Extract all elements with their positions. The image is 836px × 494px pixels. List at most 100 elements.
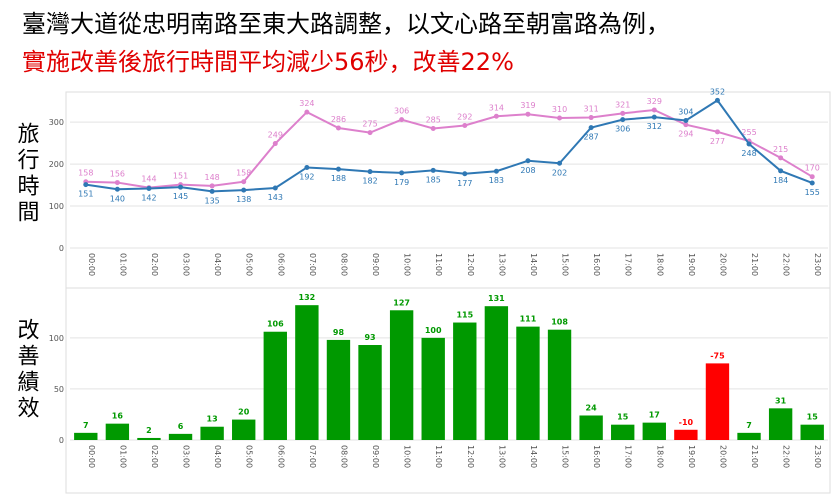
value-label: 158 (78, 169, 93, 178)
value-label: 111 (520, 315, 537, 324)
point (399, 170, 405, 176)
x-tick-label: 04:00 (213, 253, 222, 276)
x-tick-label: 02:00 (150, 445, 159, 468)
x-tick-label: 20:00 (718, 445, 727, 468)
value-label: 324 (299, 99, 314, 108)
value-label: 145 (173, 192, 188, 201)
x-tick-label: 07:00 (308, 445, 317, 468)
value-label: 2 (146, 426, 152, 435)
value-label: 329 (647, 97, 662, 106)
x-tick-label: 21:00 (750, 445, 759, 468)
x-tick-label: 17:00 (624, 445, 633, 468)
point (525, 111, 531, 117)
bar (453, 322, 477, 440)
bar (642, 422, 666, 440)
point (304, 164, 310, 170)
point (114, 186, 120, 192)
x-tick-label: 16:00 (592, 445, 601, 468)
bar (484, 306, 509, 440)
y-tick-label: 100 (49, 202, 64, 211)
value-label: 6 (178, 422, 184, 431)
value-label: 215 (773, 145, 788, 154)
panel (65, 287, 831, 494)
bar (389, 310, 414, 440)
bar (421, 337, 445, 440)
x-tick-label: 09:00 (371, 253, 380, 276)
bar (674, 429, 698, 440)
value-label: 15 (617, 413, 629, 422)
value-label: 143 (268, 193, 283, 202)
point (430, 167, 436, 173)
value-label: 20 (238, 408, 250, 417)
x-tick-label: 14:00 (529, 445, 538, 468)
x-tick-label: 10:00 (403, 253, 412, 276)
x-tick-label: 23:00 (813, 445, 822, 468)
point (588, 115, 594, 121)
value-label: 285 (426, 115, 441, 124)
point (557, 115, 563, 121)
point (462, 171, 468, 177)
x-tick-label: 03:00 (182, 445, 191, 468)
x-tick-label: 18:00 (655, 445, 664, 468)
x-tick-label: 17:00 (624, 253, 633, 276)
value-label: 314 (489, 103, 504, 112)
x-tick-label: 19:00 (687, 445, 696, 468)
bar (168, 433, 193, 440)
x-tick-label: 08:00 (339, 445, 348, 468)
value-label: 131 (488, 294, 505, 303)
y-tick-label: 0 (59, 436, 64, 445)
value-label: 184 (773, 176, 788, 185)
value-label: 115 (456, 311, 473, 320)
series-line (85, 108, 813, 189)
value-label: -75 (710, 351, 725, 360)
point (241, 187, 247, 193)
bar (358, 345, 382, 440)
x-tick-label: 23:00 (813, 253, 822, 276)
value-label: 312 (647, 122, 662, 131)
bar (516, 326, 540, 440)
value-label: 155 (805, 188, 820, 197)
value-label: 15 (807, 413, 819, 422)
value-label: 100 (425, 326, 442, 335)
value-label: 249 (268, 131, 283, 140)
point (557, 160, 563, 166)
x-tick-label: 22:00 (782, 253, 791, 276)
value-label: 292 (457, 113, 472, 122)
x-tick-label: 05:00 (245, 253, 254, 276)
point (272, 185, 278, 191)
x-tick-label: 15:00 (561, 445, 570, 468)
x-tick-label: 10:00 (403, 445, 412, 468)
point (809, 180, 815, 186)
value-label: 255 (741, 128, 756, 137)
x-tick-label: 22:00 (782, 445, 791, 468)
point (683, 117, 689, 123)
x-tick-label: 21:00 (750, 253, 759, 276)
x-tick-label: 19:00 (687, 253, 696, 276)
value-label: 148 (204, 173, 219, 182)
value-label: 192 (299, 172, 314, 181)
y-tick-label: 200 (49, 160, 64, 169)
point (746, 141, 752, 147)
point (367, 169, 373, 175)
x-tick-label: 11:00 (434, 445, 443, 468)
value-label: 185 (426, 175, 441, 184)
point (462, 123, 468, 129)
value-label: 248 (741, 149, 756, 158)
bar (200, 426, 224, 440)
value-label: 183 (489, 176, 504, 185)
x-tick-label: 08:00 (339, 253, 348, 276)
x-tick-label: 01:00 (118, 445, 127, 468)
x-tick-label: 07:00 (308, 253, 317, 276)
series-line (85, 99, 813, 193)
value-label: 132 (299, 293, 316, 302)
x-tick-label: 20:00 (718, 253, 727, 276)
bar (105, 423, 130, 440)
x-tick-label: 13:00 (497, 445, 506, 468)
point (683, 122, 689, 128)
value-label: 170 (805, 164, 820, 173)
value-label: 294 (678, 130, 693, 139)
bar (547, 329, 572, 440)
value-label: 31 (775, 396, 787, 405)
bar (74, 432, 98, 440)
point (778, 155, 784, 161)
